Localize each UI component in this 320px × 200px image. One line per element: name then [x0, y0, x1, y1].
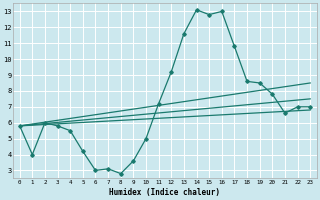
X-axis label: Humidex (Indice chaleur): Humidex (Indice chaleur)	[109, 188, 220, 197]
